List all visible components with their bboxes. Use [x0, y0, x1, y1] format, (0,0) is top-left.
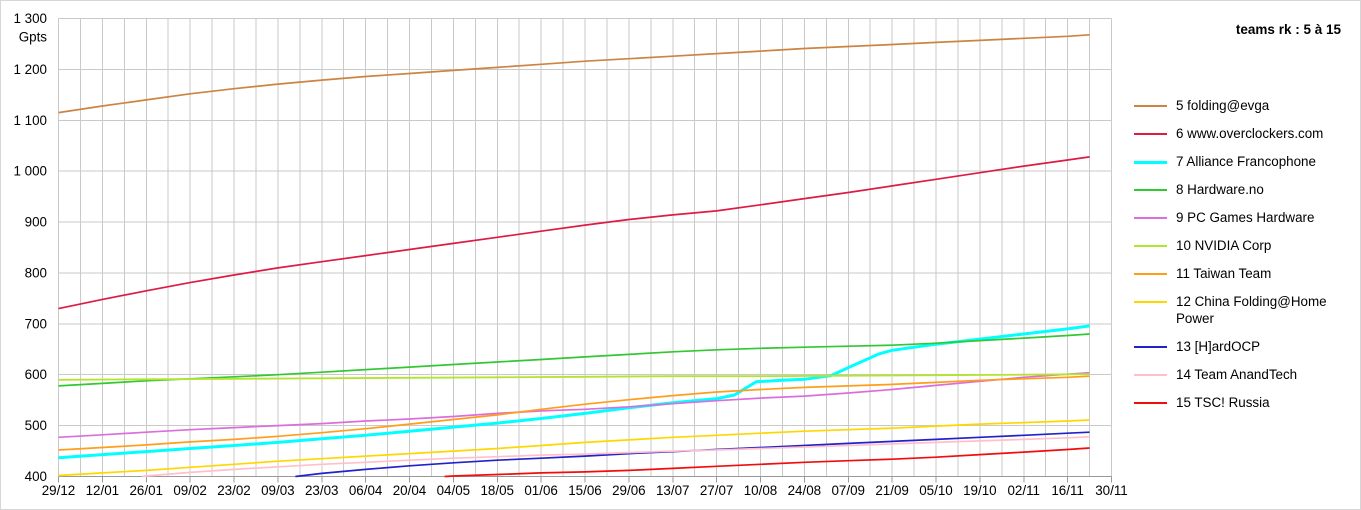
series-line-hardware-no — [58, 333, 1090, 387]
legend-swatch — [1134, 189, 1167, 191]
legend-swatch — [1134, 245, 1167, 247]
legend-label: 5 folding@evga — [1176, 98, 1270, 113]
legend-swatch — [1134, 301, 1167, 303]
legend-item-13: 13 [H]ardOCP — [1134, 338, 1350, 355]
legend-swatch — [1134, 273, 1167, 275]
x-tick-label: 16/11 — [1051, 483, 1084, 498]
legend-item-7: 7 Alliance Francophone — [1134, 153, 1350, 170]
x-tick-label: 10/08 — [744, 483, 778, 498]
series-line-team-anandtech — [141, 435, 1090, 478]
series-line-china-folding-home-power — [58, 419, 1090, 477]
y-tick-label: 1 100 — [13, 113, 47, 128]
x-tick-label: 26/01 — [129, 483, 163, 498]
x-tick-label: 19/10 — [963, 483, 997, 498]
legend-swatch — [1134, 402, 1167, 404]
legend-label: 13 [H]ardOCP — [1176, 339, 1261, 354]
x-tick-label: 13/07 — [656, 483, 690, 498]
legend-swatch — [1134, 133, 1167, 135]
legend-label: 10 NVIDIA Corp — [1176, 238, 1272, 253]
x-tick-label: 29/06 — [612, 483, 646, 498]
legend-item-14: 14 Team AnandTech — [1134, 366, 1350, 383]
y-tick-label: 600 — [25, 367, 47, 382]
x-tick-label: 27/07 — [700, 483, 734, 498]
x-tick-label: 09/02 — [173, 483, 207, 498]
y-tick-label: 1 000 — [13, 164, 47, 179]
series-line-taiwan-team — [58, 375, 1090, 451]
y-axis-unit-label: Gpts — [19, 30, 48, 45]
series-line-alliance-francophone — [58, 324, 1090, 460]
x-tick-label: 23/02 — [217, 483, 251, 498]
x-tick-label: 29/12 — [42, 483, 76, 498]
series-line-pc-games-hardware — [58, 371, 1090, 439]
x-tick-label: 01/06 — [524, 483, 558, 498]
legend-label: 7 Alliance Francophone — [1176, 154, 1316, 169]
y-tick-label: 800 — [25, 265, 47, 280]
x-tick-label: 18/05 — [480, 483, 514, 498]
legend-swatch — [1134, 161, 1167, 164]
y-tick-label: 1 300 — [13, 11, 47, 26]
x-tick-label: 30/11 — [1095, 483, 1128, 498]
x-tick-label: 07/09 — [831, 483, 865, 498]
x-tick-label: 09/03 — [261, 483, 295, 498]
legend-item-10: 10 NVIDIA Corp — [1134, 237, 1350, 254]
legend-swatch — [1134, 374, 1167, 376]
y-tick-label: 700 — [25, 316, 47, 331]
legend-label: 15 TSC! Russia — [1176, 395, 1270, 410]
y-tick-label: 900 — [25, 215, 47, 230]
legend-swatch — [1134, 105, 1167, 107]
x-tick-label: 04/05 — [437, 483, 471, 498]
x-tick-label: 23/03 — [305, 483, 339, 498]
legend-label: 8 Hardware.no — [1176, 182, 1264, 197]
legend-label: 12 China Folding@Home Power — [1176, 294, 1327, 326]
x-tick-label: 05/10 — [919, 483, 953, 498]
series-line-folding-evga — [58, 33, 1090, 114]
legend-item-6: 6 www.overclockers.com — [1134, 125, 1350, 142]
series-line-nvidia-corp — [58, 373, 1090, 381]
x-tick-label: 21/09 — [875, 483, 909, 498]
legend-item-8: 8 Hardware.no — [1134, 181, 1350, 198]
x-tick-label: 20/04 — [393, 483, 427, 498]
series-line-www-overclockers-com — [58, 156, 1090, 310]
legend-swatch — [1134, 346, 1167, 348]
legend: 5 folding@evga 6 www.overclockers.com 7 Al… — [1134, 97, 1350, 422]
x-tick-label: 02/11 — [1007, 483, 1040, 498]
y-tick-label: 500 — [25, 418, 47, 433]
legend-item-15: 15 TSC! Russia — [1134, 394, 1350, 411]
legend-label: 9 PC Games Hardware — [1176, 210, 1315, 225]
legend-label: 14 Team AnandTech — [1176, 367, 1298, 382]
legend-label: 11 Taiwan Team — [1176, 266, 1272, 281]
series-line-tsc-russia — [444, 447, 1090, 478]
x-tick-label: 15/06 — [568, 483, 602, 498]
x-tick-label: 06/04 — [349, 483, 383, 498]
legend-item-11: 11 Taiwan Team — [1134, 265, 1350, 282]
legend-item-12: 12 China Folding@Home Power — [1134, 293, 1350, 327]
x-tick-label: 24/08 — [788, 483, 822, 498]
legend-item-9: 9 PC Games Hardware — [1134, 209, 1350, 226]
legend-swatch — [1134, 217, 1167, 219]
chart-title: teams rk : 5 à 15 — [1235, 22, 1341, 37]
y-tick-label: 1 200 — [13, 62, 47, 77]
x-tick-label: 12/01 — [86, 483, 120, 498]
legend-item-5: 5 folding@evga — [1134, 97, 1350, 114]
y-tick-label: 400 — [25, 469, 47, 484]
legend-label: 6 www.overclockers.com — [1176, 126, 1324, 141]
